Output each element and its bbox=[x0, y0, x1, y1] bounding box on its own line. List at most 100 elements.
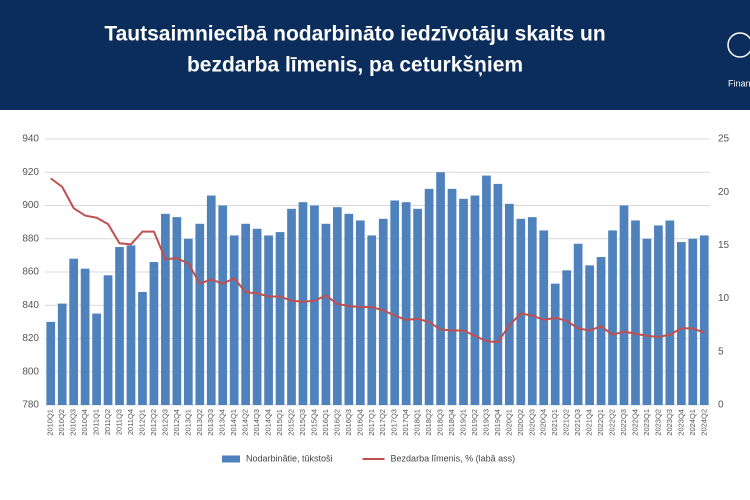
y2-tick-label: 15 bbox=[718, 240, 730, 251]
bar bbox=[401, 202, 411, 405]
y-tick-label: 800 bbox=[22, 366, 39, 377]
y-tick-label: 820 bbox=[22, 333, 39, 344]
bar bbox=[539, 230, 549, 405]
y2-tick-label: 25 bbox=[718, 134, 730, 145]
x-tick-label: 2017Q1 bbox=[367, 409, 376, 436]
bar bbox=[367, 235, 377, 405]
x-tick-label: 2024Q1 bbox=[688, 409, 697, 436]
x-tick-label: 2019Q3 bbox=[481, 409, 490, 436]
x-tick-label: 2010Q2 bbox=[57, 409, 66, 436]
x-tick-label: 2016Q4 bbox=[355, 409, 364, 436]
bar bbox=[493, 183, 503, 405]
logo-text: Finan bbox=[728, 78, 750, 88]
x-tick-label: 2018Q2 bbox=[424, 409, 433, 436]
bar bbox=[355, 220, 365, 405]
legend-swatch bbox=[222, 455, 240, 463]
bar bbox=[436, 172, 445, 405]
x-tick-label: 2010Q3 bbox=[69, 409, 78, 436]
bar bbox=[57, 303, 67, 405]
bar bbox=[103, 275, 113, 405]
x-tick-label: 2019Q2 bbox=[470, 409, 479, 436]
x-tick-label: 2021Q4 bbox=[585, 409, 594, 436]
x-tick-label: 2018Q1 bbox=[413, 409, 422, 436]
x-tick-label: 2015Q1 bbox=[275, 409, 284, 436]
bar bbox=[333, 207, 342, 405]
bar bbox=[390, 200, 400, 405]
bar bbox=[138, 291, 147, 405]
bar bbox=[413, 208, 422, 405]
x-tick-label: 2011Q3 bbox=[115, 409, 124, 435]
bar bbox=[310, 205, 319, 405]
bar bbox=[161, 213, 170, 405]
bar bbox=[92, 313, 101, 405]
bar bbox=[321, 223, 331, 405]
bar bbox=[229, 235, 239, 405]
x-tick-label: 2022Q1 bbox=[596, 409, 605, 436]
x-tick-label: 2023Q2 bbox=[653, 409, 662, 436]
bar bbox=[447, 188, 457, 405]
bar bbox=[218, 205, 228, 405]
bar bbox=[115, 247, 124, 405]
bar bbox=[482, 175, 491, 405]
title-line: bezdarba līmenis, pa ceturkšņiem bbox=[187, 54, 523, 77]
bar bbox=[264, 235, 273, 405]
bar bbox=[516, 218, 526, 405]
bar bbox=[298, 202, 308, 405]
x-tick-label: 2014Q2 bbox=[241, 409, 250, 436]
x-tick-label: 2012Q1 bbox=[137, 409, 146, 436]
bar bbox=[149, 262, 159, 405]
x-tick-label: 2016Q2 bbox=[332, 409, 341, 436]
x-tick-label: 2010Q1 bbox=[46, 409, 55, 436]
x-tick-label: 2015Q2 bbox=[286, 409, 295, 436]
x-tick-label: 2012Q4 bbox=[172, 409, 181, 436]
bar bbox=[287, 208, 296, 405]
bar bbox=[344, 213, 354, 405]
x-tick-label: 2021Q2 bbox=[562, 409, 571, 436]
x-tick-label: 2022Q4 bbox=[630, 409, 639, 436]
bar bbox=[642, 238, 652, 405]
y-tick-label: 940 bbox=[22, 134, 39, 145]
x-tick-label: 2014Q3 bbox=[252, 409, 261, 436]
bar bbox=[69, 258, 79, 405]
x-tick-label: 2023Q3 bbox=[665, 409, 674, 436]
x-tick-label: 2011Q4 bbox=[126, 409, 135, 435]
bar bbox=[699, 235, 709, 405]
x-tick-label: 2013Q2 bbox=[195, 409, 204, 436]
bar bbox=[424, 188, 434, 405]
x-tick-label: 2010Q4 bbox=[80, 409, 89, 436]
bar bbox=[470, 195, 480, 405]
x-tick-label: 2016Q3 bbox=[344, 409, 353, 436]
x-tick-label: 2023Q1 bbox=[642, 409, 651, 436]
bar bbox=[527, 217, 537, 405]
bar bbox=[275, 232, 285, 405]
bar bbox=[550, 283, 560, 405]
x-tick-label: 2018Q3 bbox=[436, 409, 445, 436]
x-tick-label: 2022Q3 bbox=[619, 409, 628, 436]
bar bbox=[608, 230, 617, 405]
bar bbox=[596, 257, 606, 405]
x-tick-label: 2012Q2 bbox=[149, 409, 158, 436]
bar bbox=[126, 245, 136, 405]
x-tick-label: 2013Q4 bbox=[218, 409, 227, 436]
x-tick-label: 2014Q1 bbox=[229, 409, 238, 436]
x-tick-label: 2019Q4 bbox=[493, 409, 502, 436]
bar bbox=[241, 223, 251, 405]
x-tick-label: 2017Q3 bbox=[390, 409, 399, 436]
bar bbox=[504, 203, 514, 405]
bar bbox=[195, 223, 205, 405]
header-band bbox=[0, 0, 750, 110]
x-tick-label: 2024Q2 bbox=[699, 409, 708, 436]
x-tick-label: 2011Q1 bbox=[92, 409, 101, 435]
bar bbox=[654, 225, 663, 405]
bar bbox=[206, 195, 216, 405]
x-tick-label: 2021Q1 bbox=[550, 409, 559, 436]
bar bbox=[631, 220, 640, 405]
x-tick-label: 2013Q1 bbox=[183, 409, 192, 436]
bar bbox=[688, 238, 698, 405]
y2-tick-label: 20 bbox=[718, 187, 730, 198]
x-tick-label: 2015Q4 bbox=[309, 409, 318, 436]
y-tick-label: 780 bbox=[22, 400, 39, 411]
bar bbox=[619, 205, 629, 405]
legend-label: Bezdarba līmenis, % (labā ass) bbox=[391, 453, 516, 463]
